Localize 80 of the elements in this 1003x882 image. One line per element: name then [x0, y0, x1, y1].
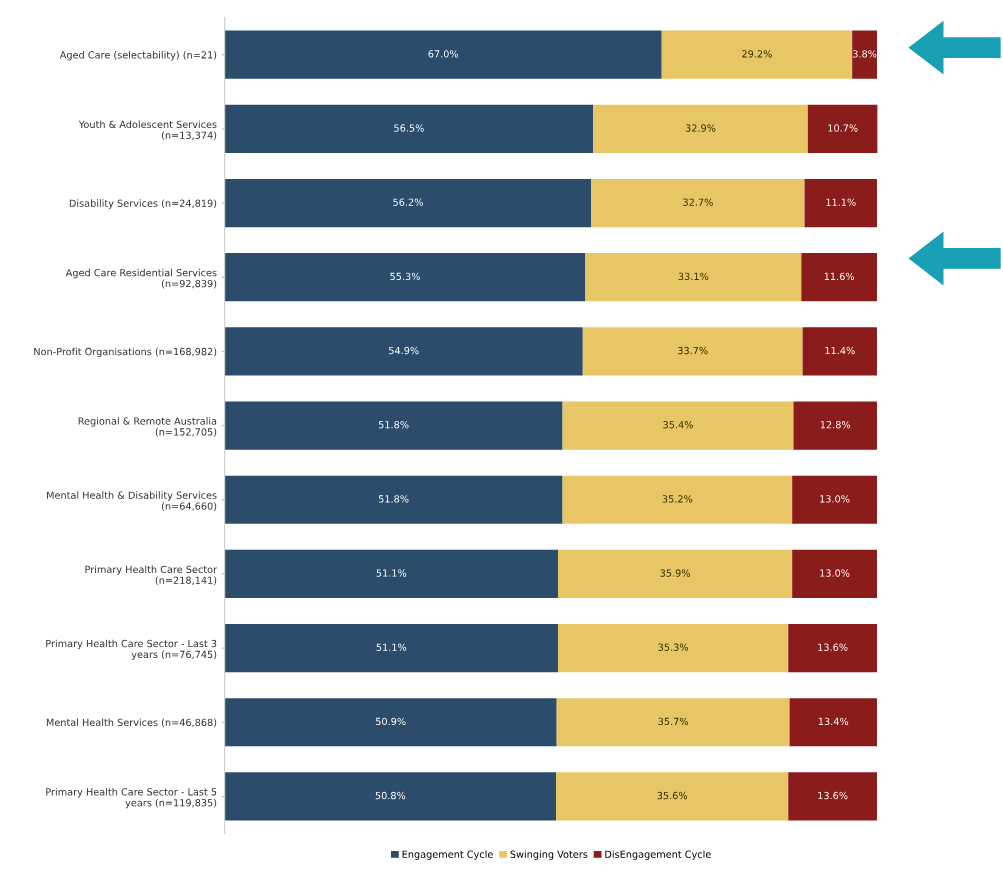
- data-label: 50.8%: [375, 791, 406, 800]
- bar: [562, 475, 793, 524]
- bar: [804, 178, 877, 228]
- bar: [788, 772, 877, 821]
- bar: [591, 178, 805, 228]
- legend-label: Engagement Cycle: [402, 850, 493, 860]
- bar: [807, 104, 878, 153]
- bar: [593, 104, 808, 153]
- y-tick-label: Youth & Adolescent Services (n=13,374): [78, 120, 217, 141]
- bar: [224, 327, 583, 376]
- data-label: 35.3%: [658, 643, 689, 651]
- data-label: 35.6%: [657, 791, 688, 800]
- data-label: 51.8%: [378, 421, 409, 429]
- data-label: 13.6%: [818, 643, 848, 651]
- bar: [556, 772, 789, 821]
- data-label: 13.4%: [818, 717, 849, 726]
- bar: [792, 549, 877, 599]
- data-label: 56.2%: [393, 198, 423, 206]
- bar: [582, 327, 803, 376]
- bar: [793, 401, 877, 450]
- data-label: 35.4%: [663, 421, 693, 429]
- bar: [224, 549, 558, 599]
- data-label: 11.1%: [826, 198, 856, 206]
- data-label: 35.2%: [662, 495, 693, 503]
- data-label: 10.7%: [828, 124, 858, 132]
- data-label: 11.4%: [825, 346, 855, 355]
- data-label: 13.0%: [820, 569, 850, 577]
- data-label: 67.0%: [428, 50, 459, 58]
- y-tick-label: Regional & Remote Australia (n=152,705): [78, 417, 217, 437]
- bar: [789, 698, 877, 747]
- y-tick-label: Aged Care (selectability) (n=21): [59, 51, 217, 61]
- y-tick-label: Non-Profit Organisations (n=168,982): [34, 347, 217, 358]
- data-label: 3.8%: [852, 50, 877, 58]
- data-label: 54.9%: [389, 346, 419, 355]
- bar: [585, 253, 802, 302]
- data-label: 29.2%: [742, 50, 772, 58]
- bar: [801, 253, 877, 302]
- legend-label: DisEngagement Cycle: [605, 850, 711, 860]
- y-tick-label: Disability Services (n=24,819): [69, 199, 217, 209]
- data-label: 12.8%: [820, 421, 851, 429]
- y-tick-label: Primary Health Care Sector - Last 3 years (n=76,745): [46, 639, 217, 660]
- bar: [802, 327, 877, 376]
- data-label: 33.7%: [678, 346, 708, 355]
- y-tick-label: Aged Care Residential Services (n=92,839): [65, 268, 217, 289]
- y-tick-label: Mental Health Services (n=46,868): [46, 718, 217, 728]
- bar: [224, 178, 592, 228]
- data-label: 51.8%: [378, 495, 409, 503]
- data-label: 11.6%: [824, 272, 855, 281]
- data-label: 32.7%: [683, 198, 713, 206]
- bar: [661, 30, 853, 79]
- data-label: 13.0%: [820, 495, 850, 503]
- bar: [792, 475, 877, 524]
- y-tick-label: Primary Health Care Sector - Last 5 years (n=119,835): [46, 788, 217, 809]
- bar: [558, 549, 793, 599]
- bar: [562, 401, 794, 450]
- data-label: 32.9%: [685, 124, 716, 132]
- data-label: 56.5%: [394, 124, 424, 132]
- legend-label: Swinging Voters: [510, 850, 588, 860]
- bar: [224, 104, 594, 153]
- bar: [224, 475, 563, 524]
- bar: [788, 623, 877, 673]
- bar: [852, 30, 877, 79]
- bar: [224, 401, 563, 450]
- bar: [224, 30, 662, 79]
- bar: [224, 698, 557, 747]
- data-label: 51.1%: [376, 569, 407, 577]
- y-tick-label: Primary Health Care Sector (n=218,141): [85, 565, 218, 586]
- data-label: 50.9%: [375, 717, 406, 726]
- bar: [224, 772, 557, 821]
- data-label: 35.9%: [660, 569, 690, 577]
- bar: [556, 698, 790, 747]
- data-label: 13.6%: [818, 791, 848, 800]
- bar: [224, 623, 558, 673]
- data-label: 35.7%: [658, 717, 689, 726]
- data-label: 33.1%: [678, 272, 709, 281]
- y-tick-label: Mental Health & Disability Services (n=64,660): [47, 491, 217, 511]
- data-label: 51.1%: [376, 643, 407, 651]
- bar: [558, 623, 789, 673]
- bar: [224, 253, 586, 302]
- data-label: 55.3%: [390, 272, 420, 281]
